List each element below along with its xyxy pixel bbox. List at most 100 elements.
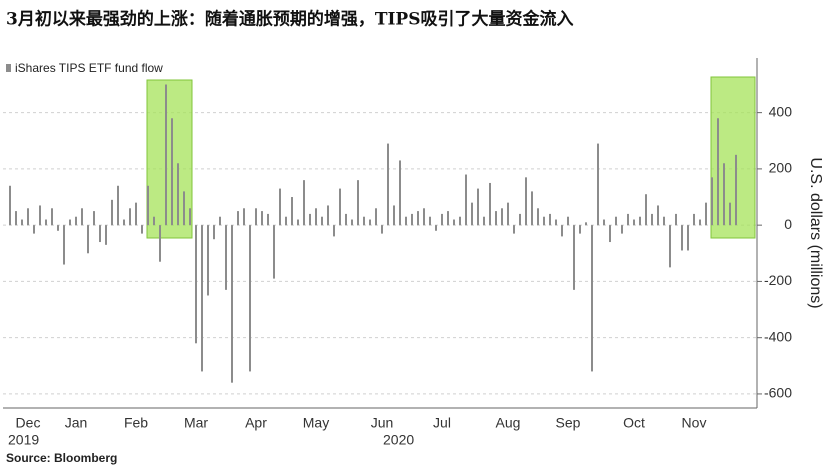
bar xyxy=(387,143,389,226)
bar xyxy=(465,174,467,226)
bar xyxy=(9,185,11,226)
bar xyxy=(549,213,551,226)
bar xyxy=(459,216,461,226)
x-tick-label: Dec xyxy=(16,415,41,431)
bar xyxy=(675,213,677,226)
bar xyxy=(723,163,725,226)
bar xyxy=(105,225,107,245)
bar xyxy=(513,225,515,234)
y-tick-label: -600 xyxy=(764,385,792,401)
bar xyxy=(639,216,641,226)
bar xyxy=(705,202,707,226)
bar xyxy=(507,202,509,226)
bar xyxy=(279,188,281,226)
bar xyxy=(585,222,587,226)
bar xyxy=(33,225,35,234)
bar xyxy=(27,208,29,226)
bar xyxy=(165,84,167,226)
bar xyxy=(441,213,443,226)
bar xyxy=(597,143,599,226)
bar xyxy=(681,225,683,251)
legend-label: iShares TIPS ETF fund flow xyxy=(15,61,163,75)
bar xyxy=(477,188,479,226)
source: Source: Bloomberg xyxy=(6,451,117,465)
bar xyxy=(39,205,41,226)
bar xyxy=(297,219,299,226)
x-tick-label: Jul xyxy=(433,415,451,431)
bar xyxy=(429,216,431,226)
bar xyxy=(357,180,359,226)
bar xyxy=(669,225,671,268)
bar xyxy=(249,225,251,372)
bar xyxy=(339,188,341,226)
bar xyxy=(45,219,47,226)
bar xyxy=(543,216,545,226)
bar xyxy=(129,208,131,226)
bar xyxy=(219,216,221,226)
bar xyxy=(21,219,23,226)
x-tick-label: Sep xyxy=(556,415,581,431)
bar xyxy=(171,118,173,226)
bar xyxy=(177,163,179,226)
bar xyxy=(159,225,161,262)
bar xyxy=(495,211,497,226)
bar xyxy=(123,219,125,226)
bar xyxy=(561,225,563,237)
bar xyxy=(381,225,383,234)
bar xyxy=(153,216,155,226)
y-tick-label: 400 xyxy=(769,103,793,119)
bar xyxy=(201,225,203,372)
bar xyxy=(657,205,659,226)
bar xyxy=(93,211,95,226)
bar xyxy=(501,208,503,226)
year-label: 2020 xyxy=(383,432,414,448)
x-tick-label: Mar xyxy=(184,415,208,431)
bar xyxy=(693,213,695,226)
bar xyxy=(345,213,347,226)
bar xyxy=(333,225,335,237)
bar xyxy=(15,211,17,226)
bar xyxy=(57,225,59,231)
x-tick-label: May xyxy=(303,415,329,431)
chart-title: 3月初以来最强劲的上涨：随着通胀预期的增强，TIPS吸引了大量资金流入 xyxy=(6,9,574,30)
bar xyxy=(531,191,533,226)
bar xyxy=(717,118,719,226)
y-tick-label: -400 xyxy=(764,328,792,344)
bar xyxy=(525,177,527,226)
bar xyxy=(633,219,635,226)
bar xyxy=(447,211,449,226)
x-tick-label: Aug xyxy=(496,415,521,431)
x-tick-label: Jan xyxy=(65,415,88,431)
bar xyxy=(147,185,149,226)
bar xyxy=(69,219,71,226)
bar xyxy=(573,225,575,290)
bar xyxy=(663,216,665,226)
bar xyxy=(735,154,737,226)
bar xyxy=(591,225,593,372)
bar xyxy=(615,216,617,226)
bar xyxy=(111,199,113,226)
bar xyxy=(399,160,401,226)
bar xyxy=(285,216,287,226)
bar xyxy=(327,205,329,226)
bar xyxy=(555,219,557,226)
bar xyxy=(417,211,419,226)
bar xyxy=(231,225,233,383)
x-tick-label: Jun xyxy=(371,415,394,431)
bar xyxy=(621,225,623,234)
x-tick-label: Feb xyxy=(124,415,148,431)
bar xyxy=(267,213,269,226)
bar xyxy=(471,202,473,226)
y-tick-label: 200 xyxy=(769,160,793,176)
bar xyxy=(537,208,539,226)
bar xyxy=(207,225,209,296)
bar xyxy=(243,208,245,226)
highlight-box xyxy=(146,79,193,239)
x-tick-label: Oct xyxy=(623,415,645,431)
y-tick-label: 0 xyxy=(784,216,792,232)
bar xyxy=(315,208,317,226)
y-tick-label: -200 xyxy=(764,272,792,288)
bar xyxy=(567,216,569,226)
bar xyxy=(489,182,491,226)
